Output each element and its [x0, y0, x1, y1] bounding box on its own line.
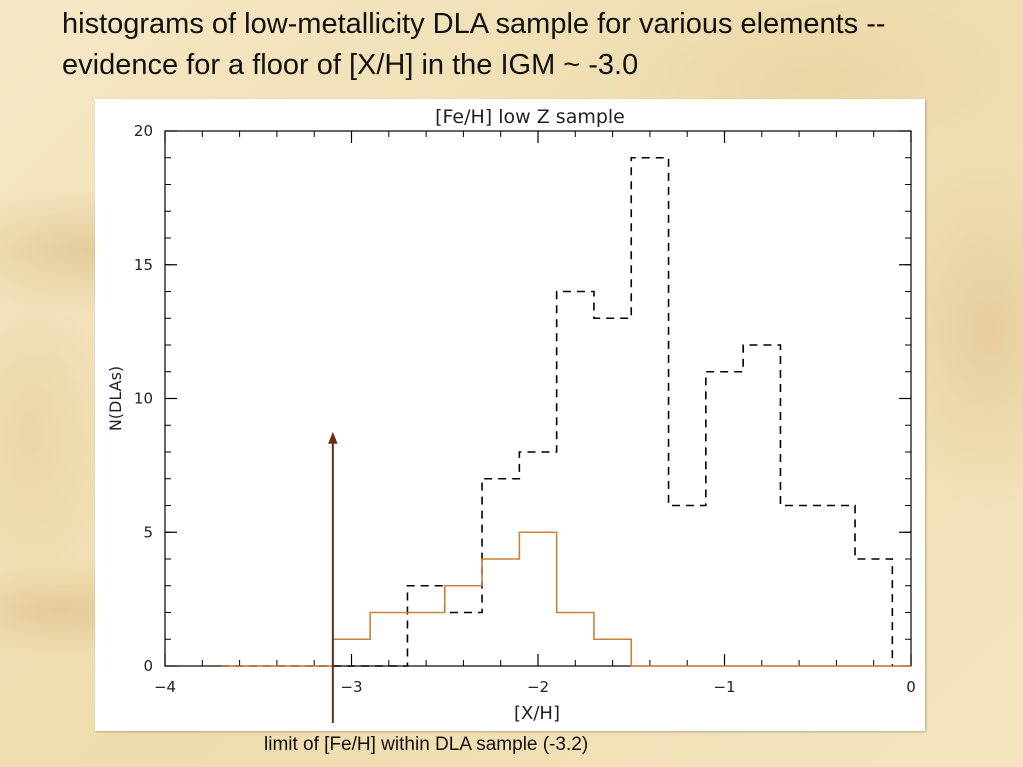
arrow-caption: limit of [Fe/H] within DLA sample (-3.2)	[264, 734, 589, 755]
y-tick-label: 10	[134, 390, 153, 408]
y-tick-label: 5	[143, 523, 153, 541]
y-tick-label: 15	[134, 256, 153, 274]
y-tick-label: 20	[134, 122, 153, 140]
x-axis-label: [X/H]	[514, 703, 560, 724]
histogram-dashed	[220, 156, 894, 667]
x-tick-label: −4	[154, 678, 176, 696]
x-tick-label: −1	[713, 678, 735, 696]
x-tick-label: 0	[906, 678, 916, 696]
histogram-chart: [Fe/H] low Z sample N(DLAs) [X/H] −4 −3 −2…	[106, 106, 916, 724]
y-tick-label: 0	[143, 657, 153, 675]
limit-arrow-head	[328, 431, 338, 444]
chart-panel: [Fe/H] low Z sample N(DLAs) [X/H] −4 −3 −2…	[95, 99, 925, 731]
histogram-solid	[220, 531, 893, 667]
x-tick-label: −2	[527, 678, 549, 696]
x-tick-label: −3	[340, 678, 362, 696]
chart-title: [Fe/H] low Z sample	[435, 106, 625, 128]
y-axis-label: N(DLAs)	[106, 366, 125, 431]
slide-title: histograms of low-metallicity DLA sample…	[62, 8, 886, 81]
plot-frame	[164, 130, 912, 667]
